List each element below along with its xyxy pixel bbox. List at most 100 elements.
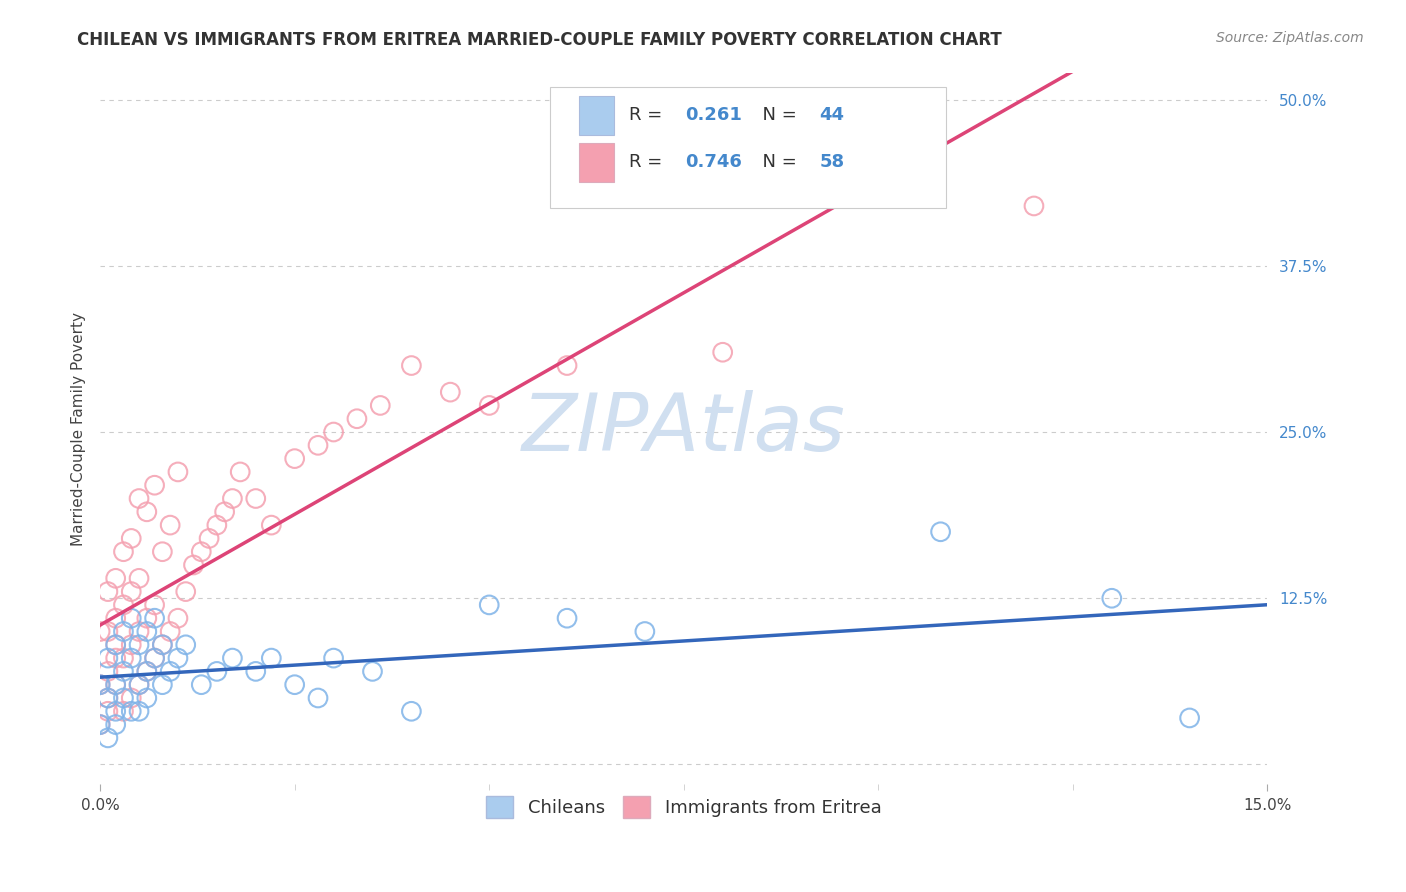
Text: N =: N = (751, 153, 803, 171)
Point (229, 465, 252, 479)
Point (307, 691, 329, 706)
Point (104, 638, 127, 652)
Text: Source: ZipAtlas.com: Source: ZipAtlas.com (1216, 31, 1364, 45)
Point (221, 491, 243, 506)
Point (634, 624, 657, 639)
Point (104, 638, 127, 652)
Point (112, 691, 135, 706)
Text: R =: R = (628, 106, 668, 124)
Point (104, 704, 127, 718)
Text: ZIPAtlas: ZIPAtlas (522, 390, 846, 467)
Point (97, 691, 120, 706)
Point (174, 584, 197, 599)
Text: R =: R = (628, 153, 668, 171)
Point (555, 611, 578, 625)
Text: 58: 58 (820, 153, 845, 171)
Point (143, 478, 166, 492)
Point (89, 678, 111, 692)
Point (112, 704, 135, 718)
Point (128, 704, 150, 718)
Point (1022, 199, 1045, 213)
Point (97, 584, 120, 599)
Point (104, 651, 127, 665)
Point (135, 691, 157, 706)
Point (89, 624, 111, 639)
Point (711, 345, 734, 359)
Point (104, 678, 127, 692)
Point (284, 451, 307, 466)
Point (159, 665, 181, 679)
Text: 0.746: 0.746 (685, 153, 742, 171)
Point (104, 571, 127, 585)
Point (143, 651, 166, 665)
Point (401, 704, 423, 718)
Point (120, 638, 142, 652)
Point (167, 611, 190, 625)
Point (135, 665, 157, 679)
Point (112, 598, 135, 612)
Point (205, 518, 228, 533)
Point (104, 611, 127, 625)
Point (150, 638, 173, 652)
Point (205, 665, 228, 679)
Point (346, 411, 368, 425)
FancyBboxPatch shape (579, 95, 614, 135)
Point (401, 359, 423, 373)
Point (198, 532, 221, 546)
Point (135, 665, 157, 679)
Point (128, 678, 150, 692)
Point (128, 491, 150, 506)
Point (322, 651, 344, 665)
Legend: Chileans, Immigrants from Eritrea: Chileans, Immigrants from Eritrea (479, 789, 889, 825)
Point (245, 665, 267, 679)
Point (150, 638, 173, 652)
Point (245, 491, 267, 506)
Point (150, 545, 173, 559)
Point (128, 624, 150, 639)
Point (120, 611, 142, 625)
Point (159, 624, 181, 639)
Point (120, 584, 142, 599)
Point (97, 704, 120, 718)
Point (159, 518, 181, 533)
Point (1178, 711, 1201, 725)
Point (135, 505, 157, 519)
Point (260, 651, 283, 665)
Point (97, 624, 120, 639)
Point (97, 651, 120, 665)
Point (120, 691, 142, 706)
Point (478, 399, 501, 413)
Point (112, 665, 135, 679)
Point (555, 359, 578, 373)
Point (128, 571, 150, 585)
Point (120, 532, 142, 546)
Point (112, 651, 135, 665)
Point (150, 678, 173, 692)
Point (128, 678, 150, 692)
Point (1101, 591, 1123, 606)
Point (174, 638, 197, 652)
Point (112, 624, 135, 639)
FancyBboxPatch shape (579, 143, 614, 182)
Point (190, 545, 212, 559)
Point (368, 399, 391, 413)
Point (439, 385, 461, 400)
Point (478, 598, 501, 612)
Point (112, 545, 135, 559)
Point (284, 678, 307, 692)
Point (221, 651, 243, 665)
Text: 44: 44 (820, 106, 844, 124)
Text: 0.261: 0.261 (685, 106, 742, 124)
Point (104, 678, 127, 692)
Text: N =: N = (751, 106, 803, 124)
Point (143, 598, 166, 612)
Point (89, 717, 111, 731)
Point (97, 665, 120, 679)
Point (97, 691, 120, 706)
Point (143, 651, 166, 665)
Point (167, 465, 190, 479)
Point (128, 638, 150, 652)
Point (89, 678, 111, 692)
Point (183, 558, 205, 572)
Point (135, 611, 157, 625)
